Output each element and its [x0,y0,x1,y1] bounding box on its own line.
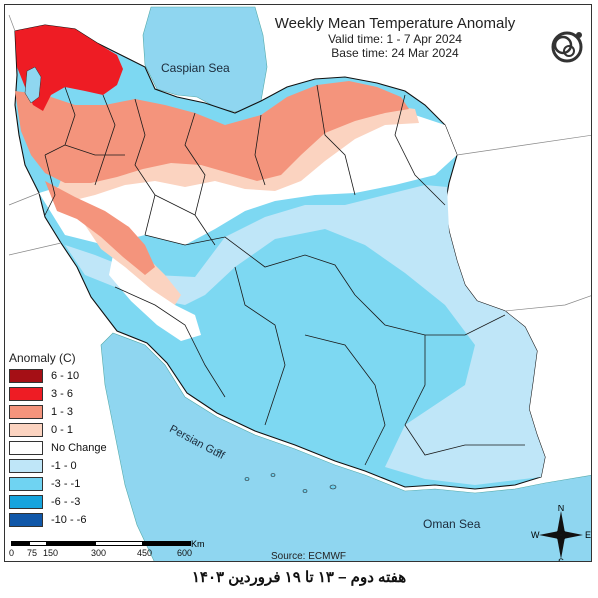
source-label: Source: ECMWF [271,551,347,562]
legend-label: -1 - 0 [51,460,77,472]
legend-item: 3 - 6 [9,385,117,403]
map-frame: Weekly Mean Temperature Anomaly Valid ti… [4,4,592,562]
legend-swatch [9,459,43,473]
scale-tick: 75 [26,548,38,558]
compass-s: S [558,557,564,562]
oman-sea-label: Oman Sea [423,517,481,531]
compass-e: E [585,530,591,540]
zone-1-3 [15,81,409,183]
legend-item: -10 - -6 [9,511,117,529]
caption: هفته دوم – ۱۳ تا ۱۹ فروردین ۱۴۰۳ [191,569,407,586]
scale-segment [11,541,29,546]
scale-tick: 150 [42,548,59,558]
legend-label: -6 - -3 [51,496,81,508]
legend-label: 1 - 3 [51,406,74,418]
legend-swatch [9,405,43,419]
scale-tick: 450 [136,548,153,558]
legend-swatch [9,513,43,527]
caspian-sea-label: Caspian Sea [161,61,230,75]
valid-time: Valid time: 1 - 7 Apr 2024 [328,32,462,46]
legend-item: 6 - 10 [9,367,117,385]
scale-segment [143,541,191,546]
legend-items: 6 - 10 3 - 6 1 - 3 0 - 1 No Change -1 - 0 -3 -… [9,367,117,529]
legend-swatch [9,495,43,509]
zone-no-change [39,115,457,245]
legend-swatch [9,369,43,383]
scale-segment [95,541,143,546]
map-title-block: Weekly Mean Temperature Anomaly Valid ti… [245,15,545,60]
legend-swatch [9,477,43,491]
legend-label: -3 - -1 [51,478,81,490]
zone-1-3-west [45,181,155,275]
legend-swatch [9,441,43,455]
legend-swatch [9,387,43,401]
scale-tick: 300 [90,548,107,558]
province-borders [44,84,525,466]
legend-title: Anomaly (C) [9,351,76,365]
legend: Anomaly (C) 6 - 10 3 - 6 1 - 3 0 - 1 No Chan… [9,351,117,529]
legend-label: No Change [51,442,107,454]
persian-gulf [100,332,591,561]
legend-item: No Change [9,439,117,457]
scale-segment [47,541,95,546]
zone-minus1-0 [65,185,545,485]
gulf-islands [216,449,337,493]
legend-label: 3 - 6 [51,388,74,400]
legend-item: 0 - 1 [9,421,117,439]
legend-swatch [9,423,43,437]
compass-w: W [531,530,540,540]
legend-item: 1 - 3 [9,403,117,421]
legend-item: -6 - -3 [9,493,117,511]
scale-segment [29,541,47,546]
country-borders [8,14,591,312]
lake-urmia [24,66,42,104]
zone-3-6 [15,25,123,111]
scale-tick: 0 [8,548,15,558]
legend-label: 0 - 1 [51,424,74,436]
legend-label: -10 - -6 [51,514,87,526]
compass-rose-icon: N S W E [531,505,591,562]
compass-n: N [558,505,565,513]
agency-logo-icon [551,31,583,63]
legend-item: -3 - -1 [9,475,117,493]
legend-label: 6 - 10 [51,370,80,382]
anomaly-map [8,6,591,561]
scale-unit: Km [191,539,205,549]
base-time: Base time: 24 Mar 2024 [331,46,459,60]
scale-bar: 0 75 150 300 450 600 Km [8,539,205,561]
scale-tick: 600 [176,548,193,558]
map-title: Weekly Mean Temperature Anomaly [274,15,516,32]
legend-item: -1 - 0 [9,457,117,475]
